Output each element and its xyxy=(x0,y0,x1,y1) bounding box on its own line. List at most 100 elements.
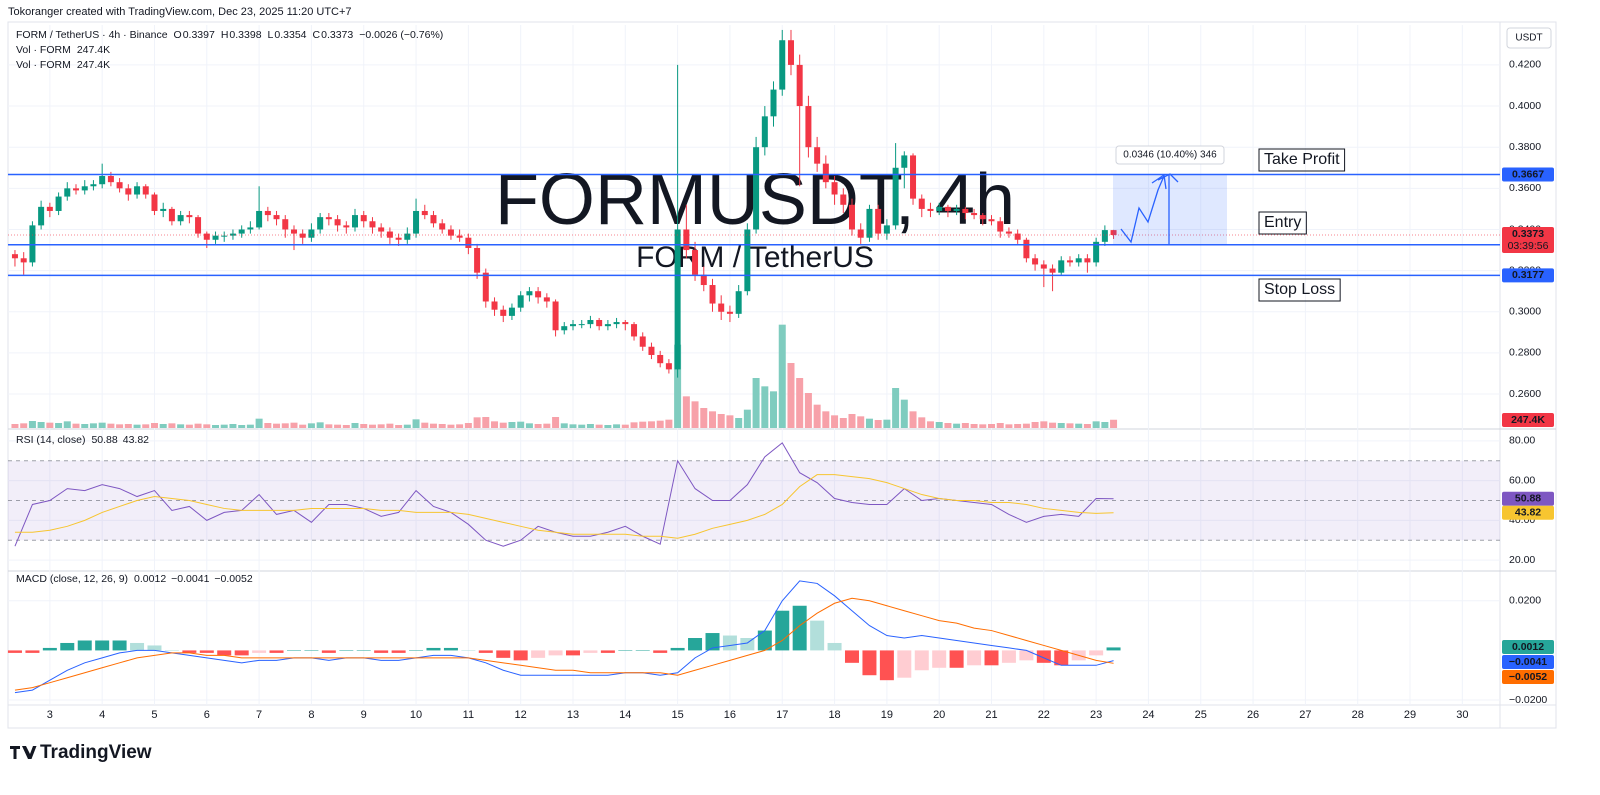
level-label-bg xyxy=(1502,268,1554,283)
volume-bar xyxy=(796,378,804,428)
candle-body xyxy=(81,186,88,191)
volume-label-bg xyxy=(1502,413,1554,427)
volume-bar xyxy=(726,415,734,428)
candle-body xyxy=(73,188,80,191)
candle-body xyxy=(317,217,324,230)
macd-histogram-bar xyxy=(496,650,511,658)
macd-histogram-bar xyxy=(618,650,633,651)
rsi-line xyxy=(14,442,1114,547)
macd-histogram-bar xyxy=(426,647,441,651)
candle-body xyxy=(918,198,925,209)
candle-body xyxy=(1093,241,1100,263)
y-tick-label: 60.00 xyxy=(1509,474,1535,486)
volume-bar xyxy=(857,416,865,428)
legend-text: 0.3397 xyxy=(183,29,215,41)
macd-histogram-bar xyxy=(583,650,598,653)
volume-bar xyxy=(674,344,682,428)
macd-histogram-bar xyxy=(1036,650,1051,663)
y-tick-label: −0.0200 xyxy=(1509,694,1547,706)
candle-body xyxy=(718,303,725,312)
candle-body xyxy=(648,346,655,355)
legend-text: 50.88 xyxy=(91,434,117,446)
candle-body xyxy=(404,233,411,240)
macd-histogram-bar xyxy=(356,650,371,651)
candle-body xyxy=(456,235,463,238)
y-tick-label: 20.00 xyxy=(1509,554,1535,566)
macd-histogram-bar xyxy=(147,645,162,651)
macd-histogram-bar xyxy=(792,605,807,651)
candle-body xyxy=(875,208,882,234)
volume-bar xyxy=(691,401,699,428)
candle-body xyxy=(1084,258,1091,263)
annotation: Stop Loss xyxy=(1264,281,1335,298)
candle-body xyxy=(796,64,803,107)
macd-line xyxy=(14,597,1114,691)
candle-body xyxy=(308,229,315,238)
volume-bar xyxy=(28,421,36,428)
annotation: Take Profit xyxy=(1264,151,1340,168)
volume-bar xyxy=(89,423,97,428)
candle-body xyxy=(430,215,437,224)
volume-bar xyxy=(778,324,786,428)
volume-bar xyxy=(491,421,499,428)
volume-bar xyxy=(360,424,368,428)
candle-body xyxy=(683,229,690,251)
x-tick-label: 13 xyxy=(567,709,579,721)
attribution: Tokoranger created with TradingView.com,… xyxy=(8,6,352,18)
volume-bar xyxy=(1014,424,1022,428)
candle-body xyxy=(134,186,141,195)
volume-bar xyxy=(900,399,908,428)
candle-body xyxy=(64,188,71,197)
countdown: 03:39:56 xyxy=(1508,240,1549,252)
candle-body xyxy=(517,295,524,308)
macd-histogram-bar xyxy=(600,650,615,653)
x-tick-label: 17 xyxy=(776,709,788,721)
volume-bar xyxy=(979,424,987,428)
rsi-value-label: 43.82 xyxy=(1515,507,1541,519)
currency[interactable]: USDT xyxy=(1515,33,1542,44)
candle-body xyxy=(203,233,210,240)
volume-bar xyxy=(290,422,298,428)
candle-body xyxy=(160,208,167,211)
macd-histogram-bar xyxy=(112,640,127,651)
candle-body xyxy=(744,229,751,292)
x-tick-label: 27 xyxy=(1299,709,1311,721)
macd-histogram-bar xyxy=(862,650,877,676)
volume-bar xyxy=(264,423,272,428)
candle-body xyxy=(11,254,18,259)
macd-histogram-bar xyxy=(844,650,859,663)
x-tick-label: 16 xyxy=(724,709,736,721)
legend-text: 247.4K xyxy=(77,59,110,71)
volume-bar xyxy=(1092,421,1100,428)
rsi-value-label-bg xyxy=(1502,491,1554,506)
candle-body xyxy=(369,221,376,228)
legend-text: Vol · FORM xyxy=(16,44,71,56)
macd-histogram-bar xyxy=(705,633,720,651)
level-label: 0.3667 xyxy=(1512,168,1544,180)
legend-text: C xyxy=(313,29,321,41)
candle-body xyxy=(979,215,986,220)
macd-histogram-bar xyxy=(932,650,947,668)
currency-button[interactable] xyxy=(1506,27,1552,49)
macd-histogram-bar xyxy=(287,650,302,651)
volume-bar xyxy=(473,417,481,428)
volume-bar xyxy=(377,424,385,428)
candle-body xyxy=(735,291,742,314)
macd-histogram-bar xyxy=(722,635,737,651)
macd-histogram-bar xyxy=(443,647,458,651)
candle-body xyxy=(578,324,585,326)
volume-bar xyxy=(804,393,812,428)
x-tick-label: 18 xyxy=(828,709,840,721)
macd-value-label-bg xyxy=(1502,670,1554,684)
volume-bar xyxy=(1101,422,1109,428)
x-tick-label: 29 xyxy=(1404,709,1416,721)
macd-histogram-bar xyxy=(409,650,424,651)
macd-histogram-bar xyxy=(1089,650,1104,656)
volume-bar xyxy=(586,424,594,428)
macd-histogram-bar xyxy=(757,630,772,651)
y-tick-label: 0.4000 xyxy=(1509,100,1541,112)
candle-body xyxy=(848,204,855,230)
volume-bar xyxy=(1075,423,1083,428)
y-tick-label: 0.2600 xyxy=(1509,388,1541,400)
volume-bar xyxy=(159,424,167,428)
